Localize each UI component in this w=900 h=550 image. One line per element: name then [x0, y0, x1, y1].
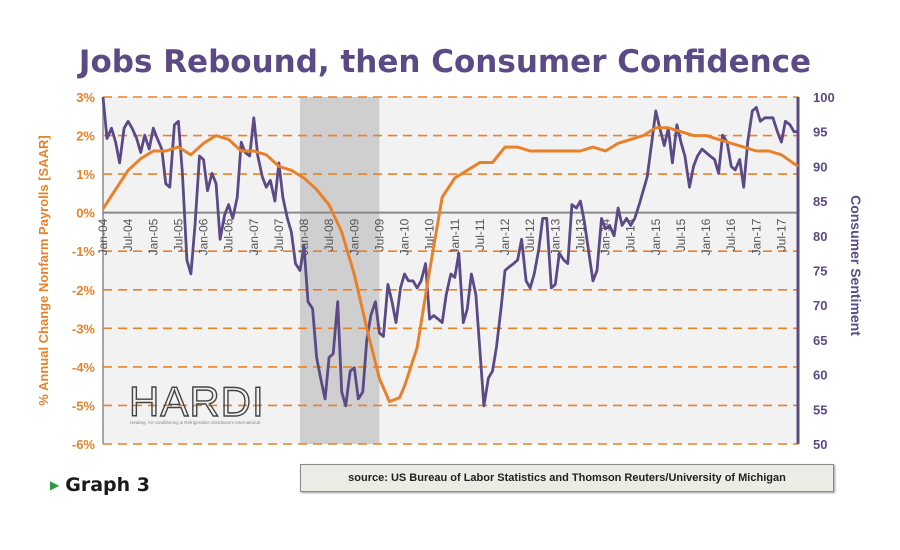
y-left-tick-label: -4% [72, 360, 96, 375]
y-right-tick-label: 80 [813, 229, 827, 244]
x-tick-label: Jan-05 [146, 218, 160, 255]
y-left-axis-label: % Annual Change Nonfarm Payrolls [SAAR] [36, 135, 51, 405]
x-tick-label: Jan-11 [448, 218, 462, 254]
y-left-tick-label: -1% [72, 244, 96, 259]
x-tick-label: Jan-12 [498, 218, 512, 255]
caption-text: Graph 3 [65, 474, 150, 496]
y-left-tick-label: -5% [72, 398, 96, 413]
graph-caption: ▶ Graph 3 [50, 474, 150, 496]
y-right-tick-label: 50 [813, 437, 827, 452]
x-tick-label: Jul-09 [372, 218, 386, 251]
consumer-sentiment-line [101, 96, 798, 408]
y-right-tick-label: 75 [813, 264, 827, 279]
y-right-tick-label: 95 [813, 125, 827, 140]
x-tick-label: Jan-13 [548, 218, 562, 255]
x-tick-label: Jul-11 [473, 218, 487, 250]
x-tick-label: Jul-16 [724, 218, 738, 251]
y-left-tick-label: 1% [76, 167, 95, 182]
x-tick-label: Jan-09 [347, 218, 361, 255]
triangle-bullet-icon: ▶ [50, 478, 60, 492]
y-left-tick-label: -6% [72, 437, 96, 452]
x-tick-label: Jul-14 [624, 218, 638, 251]
x-tick-label: Jul-05 [171, 218, 185, 251]
y-left-tick-label: -3% [72, 321, 96, 336]
y-left-tick-label: 2% [76, 129, 95, 144]
source-note: source: US Bureau of Labor Statistics an… [300, 464, 834, 492]
x-tick-label: Jan-06 [197, 218, 211, 255]
chart-title: Jobs Rebound, then Consumer Confidence [78, 44, 812, 80]
x-tick-label: Jan-15 [649, 218, 663, 255]
x-tick-label: Jan-16 [699, 218, 713, 255]
y-right-tick-label: 90 [813, 159, 827, 174]
y-right-axis-label: Consumer Sentiment [848, 195, 864, 336]
x-tick-label: Jan-17 [749, 218, 763, 255]
y-right-tick-label: 85 [813, 194, 827, 209]
y-left-tick-label: 0% [76, 206, 95, 221]
hardi-tagline: Heating, Air-conditioning & Refrigeratio… [130, 420, 260, 425]
x-tick-label: Jul-06 [222, 218, 236, 251]
payrolls-change-line [101, 126, 799, 404]
x-tick-label: Jul-04 [121, 218, 135, 251]
x-tick-label: Jan-04 [96, 218, 110, 255]
x-tick-label: Jan-07 [247, 218, 261, 255]
x-tick-label: Jul-12 [523, 218, 537, 251]
x-tick-label: Jul-17 [774, 218, 788, 251]
x-tick-label: Jul-07 [272, 218, 286, 251]
hardi-logo: HARDI [129, 378, 265, 425]
y-right-tick-label: 55 [813, 402, 827, 417]
x-tick-label: Jan-08 [297, 218, 311, 255]
x-tick-label: Jan-10 [398, 218, 412, 255]
recession-band [299, 97, 380, 444]
y-right-tick-label: 100 [813, 90, 835, 105]
x-tick-label: Jul-15 [674, 218, 688, 251]
y-right-tick-label: 65 [813, 333, 827, 348]
y-right-tick-label: 60 [813, 368, 827, 383]
x-tick-label: Jul-08 [322, 218, 336, 251]
plot-area [103, 97, 798, 444]
y-left-tick-label: 3% [76, 90, 95, 105]
source-text: source: US Bureau of Labor Statistics an… [348, 472, 786, 484]
y-right-tick-label: 70 [813, 298, 827, 313]
y-left-tick-label: -2% [72, 283, 96, 298]
